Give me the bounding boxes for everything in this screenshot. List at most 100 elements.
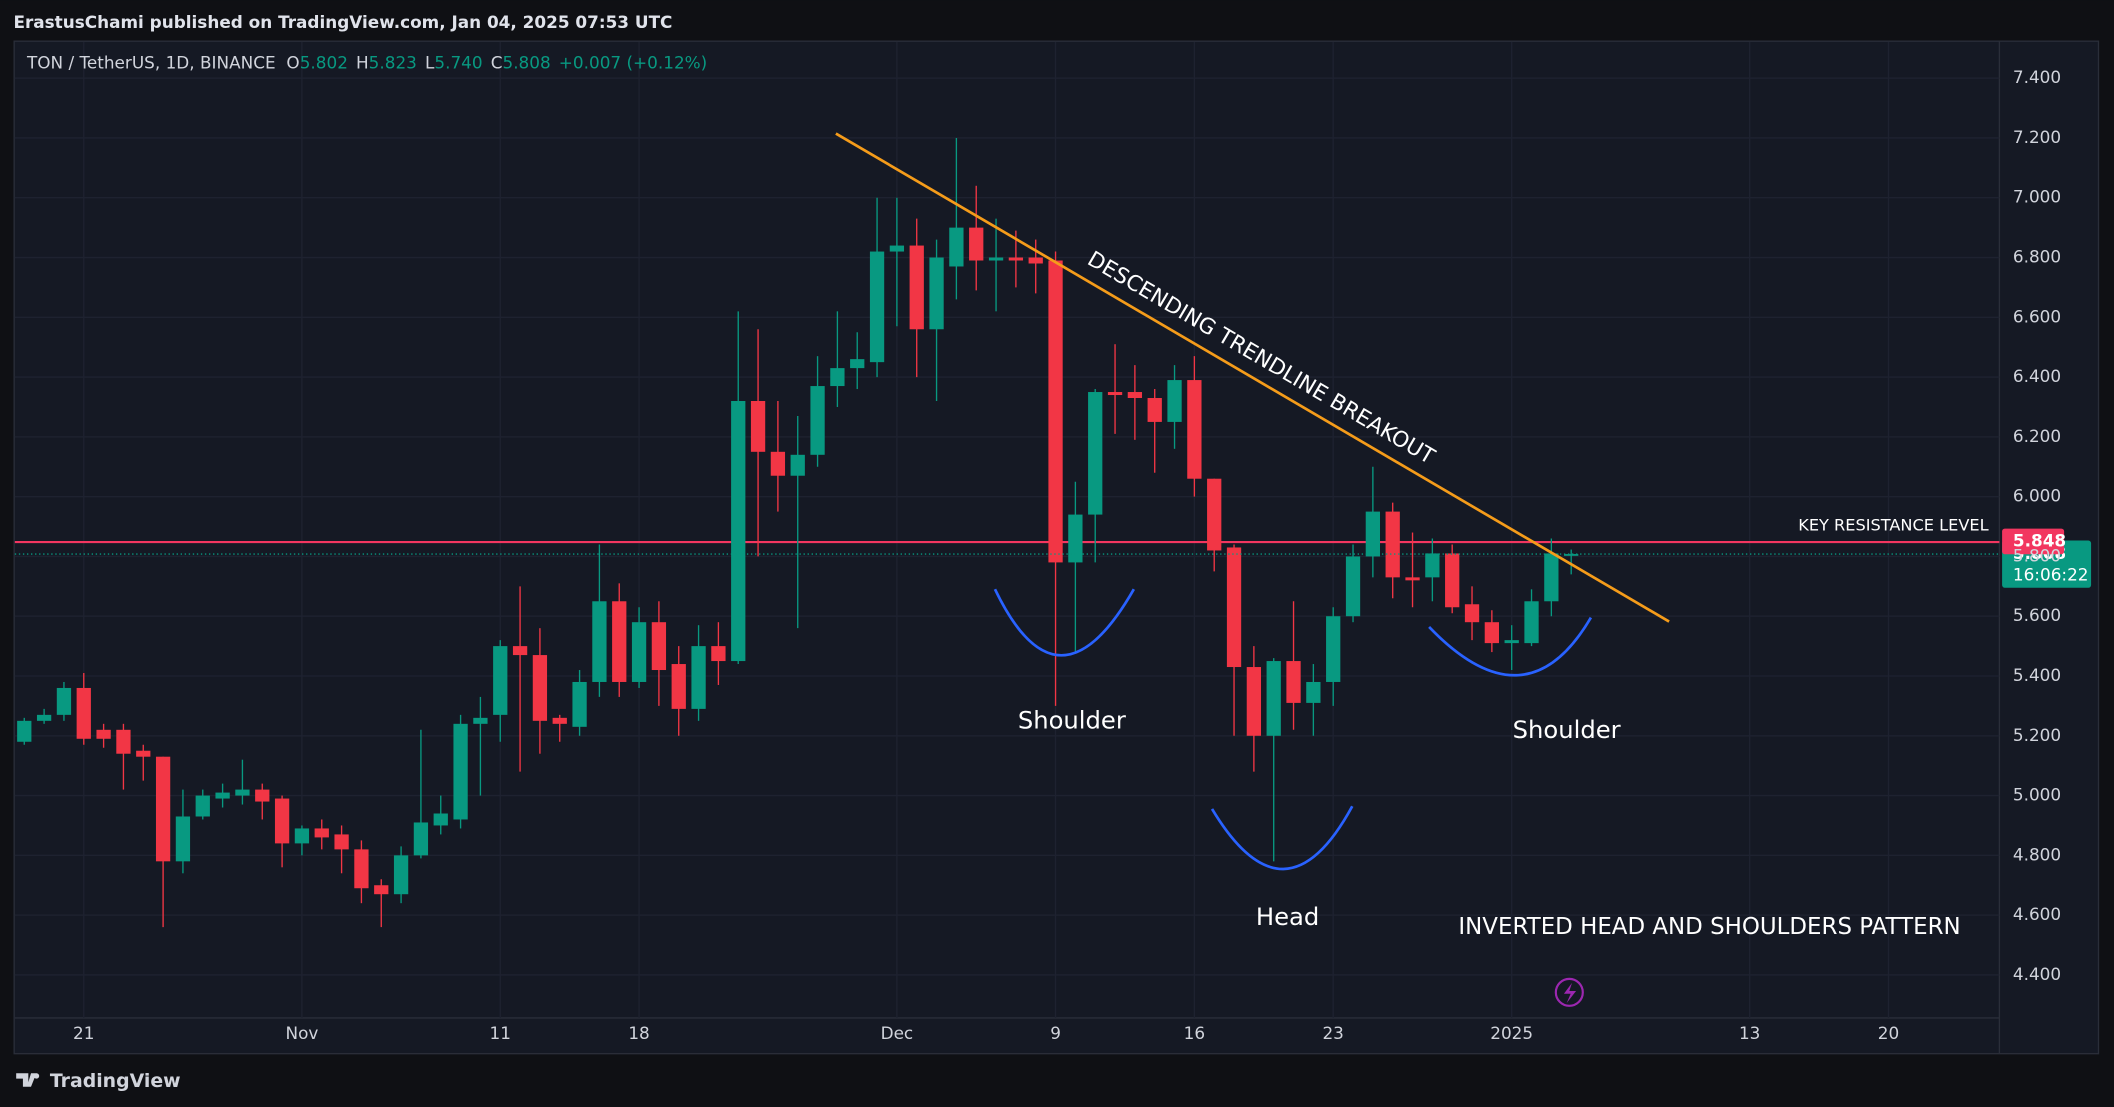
candle-body xyxy=(96,729,111,739)
candle-body xyxy=(136,750,151,757)
x-tick-label: 16 xyxy=(1184,1023,1205,1043)
candle-body xyxy=(691,646,706,709)
legend-value: 5.808 xyxy=(502,52,550,72)
candle-body xyxy=(235,789,250,796)
legend-value: 5.802 xyxy=(300,52,348,72)
brand: TradingView xyxy=(50,1070,181,1092)
candle-body xyxy=(433,813,448,826)
candle-body xyxy=(1028,257,1043,264)
candle-body xyxy=(1207,478,1222,551)
y-tick-label: 6.600 xyxy=(2013,306,2061,326)
candle-body xyxy=(1326,616,1341,682)
candle-body xyxy=(929,257,944,330)
candle-body xyxy=(1266,661,1281,736)
annotation: Shoulder xyxy=(1513,715,1621,744)
candle-body xyxy=(36,714,52,721)
y-tick-label: 5.800 xyxy=(2013,545,2061,565)
candle-body xyxy=(909,245,924,330)
x-tick-label: 20 xyxy=(1878,1023,1899,1043)
candle-body xyxy=(1306,681,1321,703)
y-tick-label: 4.400 xyxy=(2013,964,2061,984)
candle-body xyxy=(869,251,885,363)
candle-body xyxy=(1425,553,1440,578)
resistance-value: 5.848 xyxy=(2013,530,2066,550)
y-tick-label: 7.200 xyxy=(2013,127,2061,147)
candle-body xyxy=(572,681,587,727)
candle-body xyxy=(1484,622,1499,644)
candle-body xyxy=(1365,511,1381,557)
legend-key: L xyxy=(425,52,435,72)
head-arc xyxy=(1210,805,1354,871)
candle-body xyxy=(334,834,349,850)
y-tick-label: 4.800 xyxy=(2013,844,2061,864)
candle-body xyxy=(116,729,131,754)
x-tick-label: 18 xyxy=(628,1023,649,1043)
y-tick-label: 6.400 xyxy=(2013,366,2061,386)
x-tick-label: Dec xyxy=(881,1023,914,1043)
y-tick-label: 7.000 xyxy=(2013,187,2061,207)
candle-body xyxy=(76,687,91,739)
candle-body xyxy=(294,828,310,844)
trendline xyxy=(835,132,1670,623)
candle-body xyxy=(790,454,805,476)
candle-body xyxy=(1068,514,1083,563)
x-tick-label: 21 xyxy=(73,1023,94,1043)
candle-body xyxy=(1445,553,1460,608)
candle-body xyxy=(988,257,1004,261)
annotation: Shoulder xyxy=(1018,705,1126,734)
candle-body xyxy=(612,601,627,682)
grid xyxy=(14,41,2000,1018)
x-tick-label: 11 xyxy=(490,1023,511,1043)
candle-body xyxy=(770,451,786,476)
candle-body xyxy=(155,756,171,862)
candle-body xyxy=(1385,511,1400,578)
candle-body xyxy=(512,646,528,656)
legend-key: H xyxy=(356,52,369,72)
y-tick-label: 6.000 xyxy=(2013,486,2061,506)
resistance-label: KEY RESISTANCE LEVEL xyxy=(1798,515,1988,534)
lightning-icon[interactable] xyxy=(1554,977,1584,1007)
candle-body xyxy=(969,227,984,261)
brand-logo xyxy=(16,1073,40,1087)
y-tick-label: 5.600 xyxy=(2013,605,2061,625)
candle-body xyxy=(631,622,647,682)
candle-body xyxy=(215,792,230,799)
candle-body xyxy=(1286,661,1301,703)
candle-body xyxy=(889,245,905,252)
resistance-box xyxy=(2002,528,2065,555)
candle-body xyxy=(592,601,607,682)
legend-key: C xyxy=(491,52,503,72)
legend-key: O xyxy=(286,52,299,72)
candle-body xyxy=(1167,380,1182,422)
candle-body xyxy=(651,622,667,671)
candle-body xyxy=(56,687,72,715)
candle-body xyxy=(552,717,567,724)
candle-body xyxy=(374,885,389,895)
legend-change: +0.007 (+0.12%) xyxy=(559,52,707,72)
candle-body xyxy=(1147,398,1162,422)
y-tick-label: 6.800 xyxy=(2013,247,2061,267)
candle-body xyxy=(17,720,32,742)
candle-body xyxy=(1464,604,1480,623)
candle-body xyxy=(1544,553,1559,602)
y-tick-label: 4.600 xyxy=(2013,904,2061,924)
x-tick-label: 2025 xyxy=(1490,1023,1533,1043)
candle-body xyxy=(314,828,329,838)
publisher-line: ErastusChami published on TradingView.co… xyxy=(13,12,672,32)
candle-body xyxy=(1187,380,1202,479)
candle-body xyxy=(1405,577,1420,581)
y-tick-label: 5.200 xyxy=(2013,725,2061,745)
candle-body xyxy=(274,798,290,844)
candle-body xyxy=(195,795,210,817)
x-tick-label: 9 xyxy=(1050,1023,1061,1043)
candle-body xyxy=(1524,601,1539,644)
annotation: INVERTED HEAD AND SHOULDERS PATTERN xyxy=(1458,914,1960,940)
candle-body xyxy=(175,816,191,862)
symbol: TON / TetherUS, 1D, BINANCE xyxy=(26,52,276,72)
candle-body xyxy=(1048,260,1063,563)
candle-body xyxy=(473,717,488,724)
candle-body xyxy=(671,664,686,709)
candle-body xyxy=(393,855,409,895)
